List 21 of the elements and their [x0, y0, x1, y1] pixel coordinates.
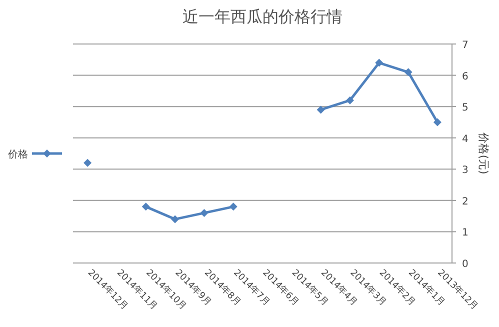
legend-label: 价格: [7, 148, 28, 160]
y-tick-label: 1: [462, 228, 468, 239]
y-tick-label: 2: [462, 196, 468, 208]
y-tick-label: 7: [462, 40, 468, 51]
y-tick-label: 4: [462, 134, 468, 145]
point: [84, 158, 92, 167]
point: [404, 68, 412, 76]
chart-title: 近一年西瓜的价格行情: [182, 7, 342, 26]
point: [171, 215, 180, 224]
y-tick-label: 5: [462, 102, 468, 114]
point: [142, 202, 150, 211]
point: [200, 208, 208, 217]
y-tick-label: 0: [462, 259, 468, 270]
point: [229, 202, 238, 211]
y-tick-label: 6: [462, 71, 468, 82]
y-axis-title: 价格(元): [477, 132, 490, 174]
y-tick-label: 3: [462, 165, 468, 176]
point: [433, 118, 442, 126]
point: [316, 106, 325, 114]
point: [346, 96, 354, 104]
point: [375, 58, 384, 67]
